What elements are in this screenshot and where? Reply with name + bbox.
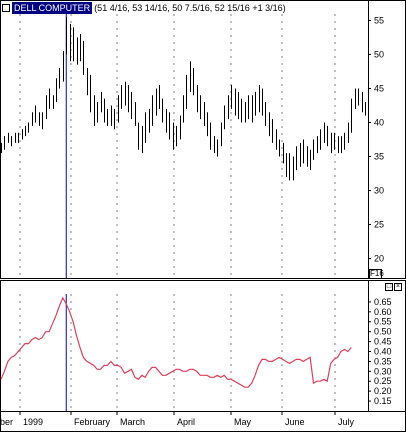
indicator-chart[interactable]: 0.150.200.250.300.350.400.450.500.550.60… <box>0 280 406 432</box>
time-axis-label: March <box>120 417 145 427</box>
chart-window-icon <box>2 4 10 12</box>
time-axis-label: April <box>177 417 195 427</box>
price-axis-tick-label: 20 <box>374 254 384 264</box>
price-axis-tick-label: 55 <box>374 15 384 25</box>
indicator-axis-tick-label: 0.55 <box>374 317 392 327</box>
indicator-panel-frame <box>0 280 406 432</box>
indicator-axis-tick-label: 0.40 <box>374 346 392 356</box>
indicator-axis-tick-label: 0.25 <box>374 376 392 386</box>
indicator-axis-tick-label: 0.50 <box>374 327 392 337</box>
time-axis-label: May <box>234 417 252 427</box>
last-price-label: F16 <box>369 269 384 279</box>
ohlc-readout: (51 4/16, 53 14/16, 50 7.5/16, 52 15/16 … <box>94 3 286 13</box>
indicator-axis-tick-label: 0.60 <box>374 307 392 317</box>
price-axis-tick-label: 45 <box>374 83 384 93</box>
price-axis-tick-label: 40 <box>374 117 384 127</box>
indicator-axis-tick-label: 0.30 <box>374 366 392 376</box>
indicator-axis-tick-label: 0.65 <box>374 297 392 307</box>
chart-title: DELL COMPUTER (51 4/16, 53 14/16, 50 7.5… <box>2 2 286 14</box>
price-axis-tick-label: 30 <box>374 186 384 196</box>
price-axis-tick-label: 50 <box>374 49 384 59</box>
price-chart[interactable]: 20 25 30 35 40 45 50 55 <box>0 0 406 279</box>
indicator-axis-tick-label: 0.45 <box>374 337 392 347</box>
symbol-name: DELL COMPUTER <box>12 2 93 14</box>
close-panel-button[interactable]: × <box>394 283 402 291</box>
price-axis-tick-label: 25 <box>374 220 384 230</box>
indicator-line <box>0 296 352 388</box>
restore-panel-button[interactable]: □ <box>385 283 393 291</box>
time-axis-label: 1999 <box>23 417 43 427</box>
price-axis-tick-label: 35 <box>374 152 384 162</box>
time-axis-label: ber <box>0 417 13 427</box>
indicator-panel-buttons: □ × <box>385 283 402 291</box>
indicator-axis-tick-label: 0.15 <box>374 396 392 406</box>
indicator-axis-tick-label: 0.35 <box>374 356 392 366</box>
time-axis-label: February <box>74 417 111 427</box>
indicator-axis-tick-label: 0.20 <box>374 386 392 396</box>
time-axis-label: July <box>338 417 355 427</box>
time-axis-label: June <box>285 417 305 427</box>
